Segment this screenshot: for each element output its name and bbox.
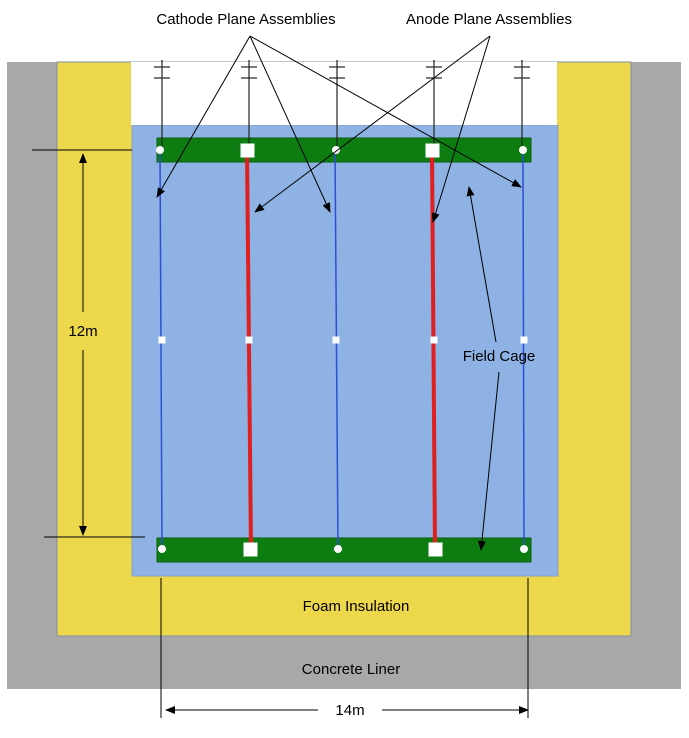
height-dimension	[32, 149, 145, 538]
cathode-plane-3	[522, 149, 525, 550]
field-cage-top-bar	[156, 137, 532, 163]
cathode-label: Cathode Plane Assemblies	[156, 11, 335, 28]
concrete-liner-label: Concrete Liner	[302, 661, 400, 678]
feedthroughs	[154, 60, 530, 150]
width-label: 14m	[335, 702, 364, 719]
pointer-arrows	[156, 35, 522, 551]
field-cage-bottom-bar	[156, 537, 532, 563]
cathode-plane-1	[159, 149, 163, 550]
node-markers	[156, 143, 528, 557]
anode-label: Anode Plane Assemblies	[406, 11, 572, 28]
field-cage-label: Field Cage	[463, 348, 536, 365]
cathode-plane-2	[334, 149, 339, 550]
height-label: 12m	[68, 323, 97, 340]
anode-plane-1	[245, 150, 253, 550]
foam-insulation-label: Foam Insulation	[303, 598, 410, 615]
top-cover	[131, 62, 557, 125]
width-dimension	[160, 578, 529, 718]
cathode-planes	[159, 149, 525, 550]
